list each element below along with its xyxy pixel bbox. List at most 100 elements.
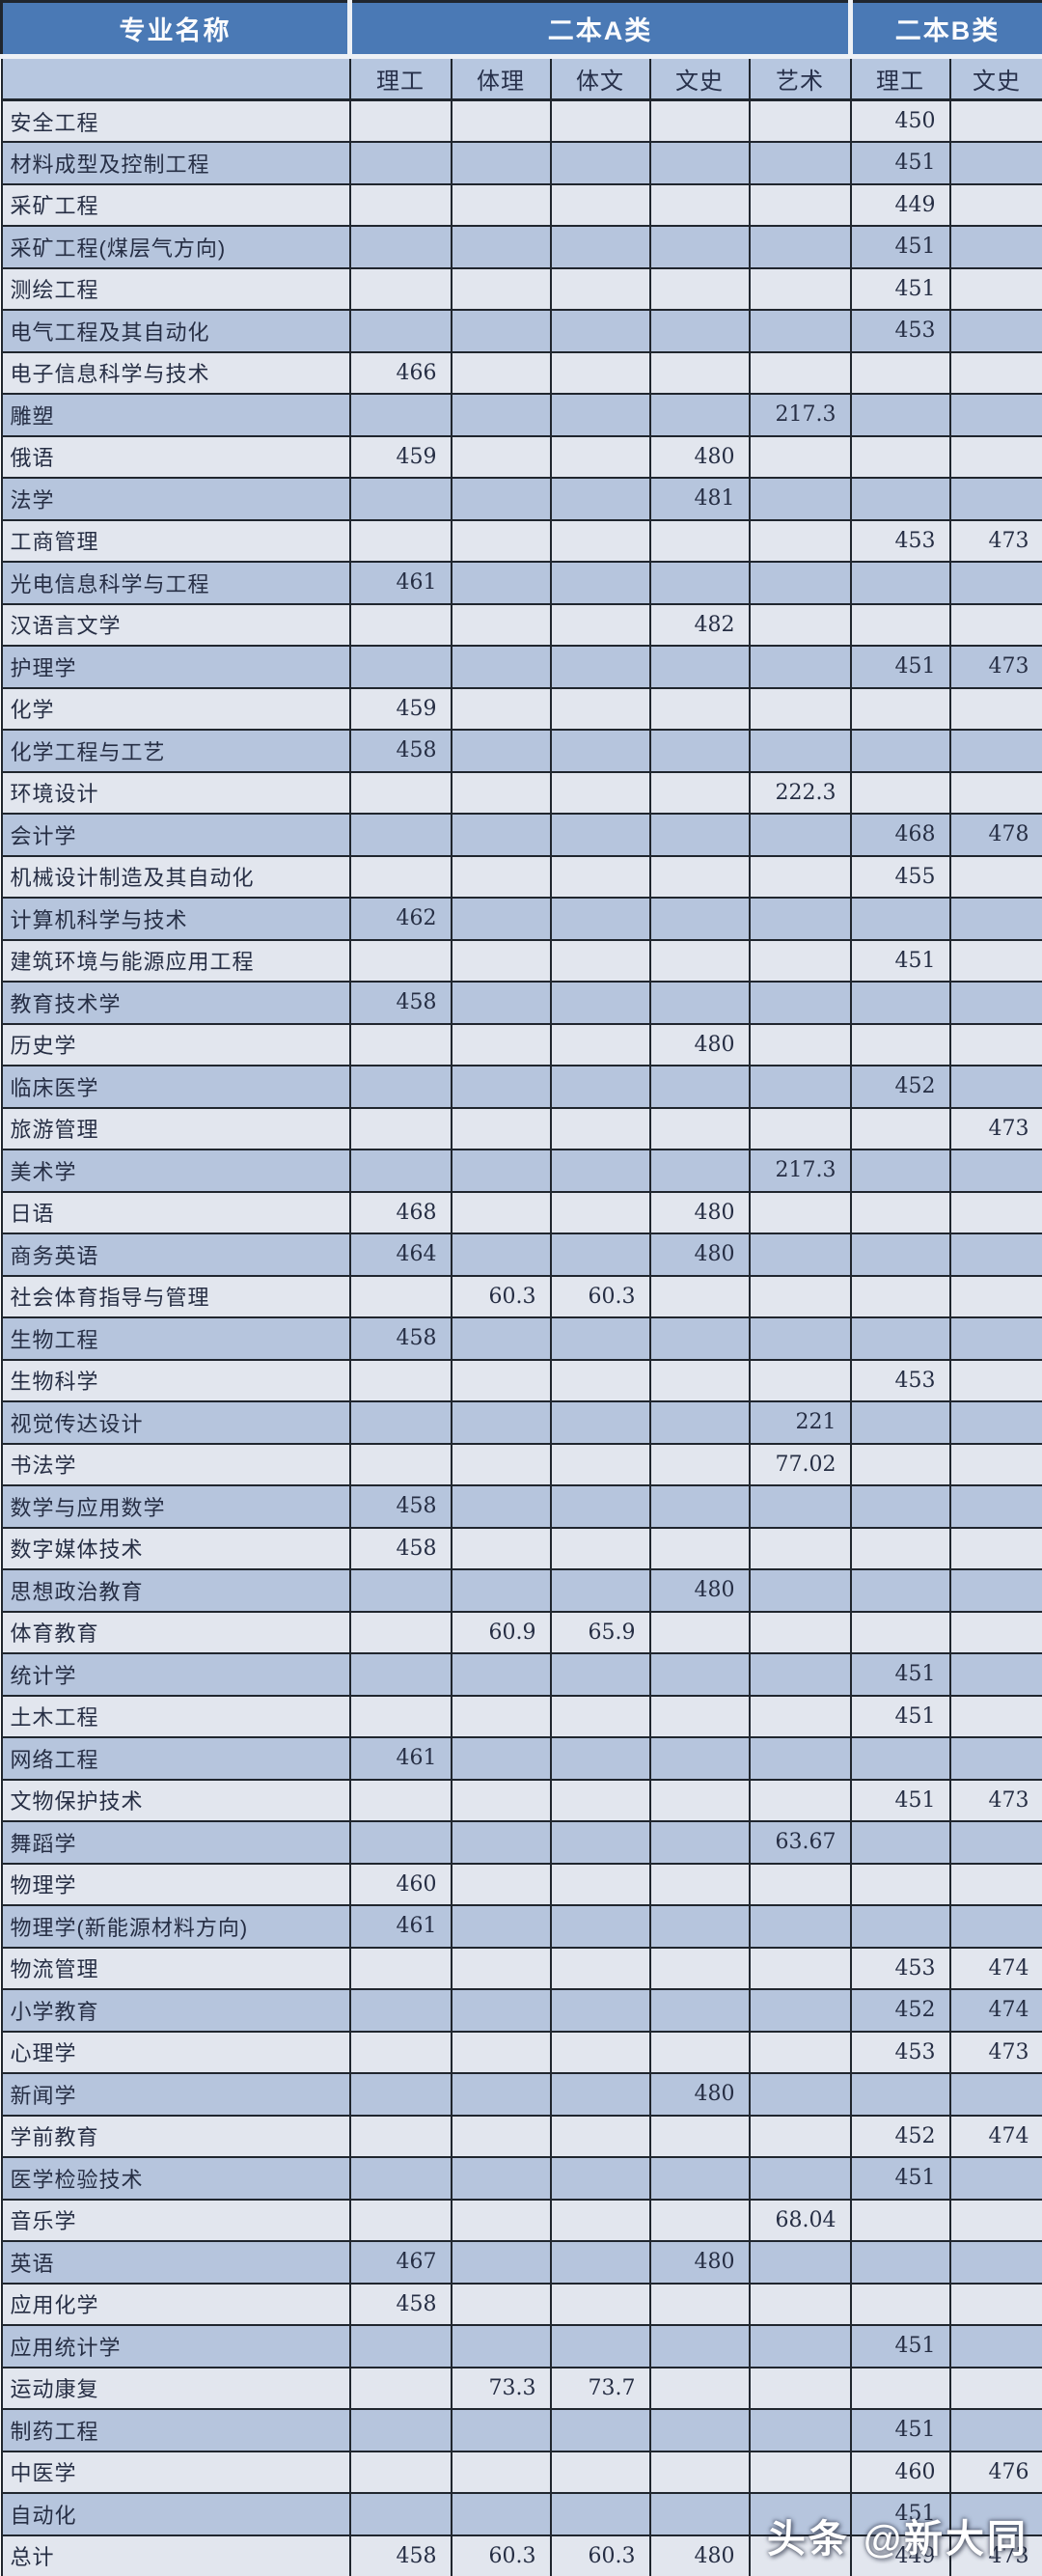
score-cell <box>549 1862 651 1906</box>
score-cell <box>549 2198 651 2242</box>
score-cell <box>748 2492 852 2536</box>
major-name-cell: 新闻学 <box>0 2072 351 2117</box>
major-name-cell: 雕塑 <box>0 393 351 437</box>
sub-header-a-tiwen: 体文 <box>549 55 651 101</box>
score-cell <box>450 1190 552 1234</box>
table-row: 生物工程 458 <box>0 1316 1042 1361</box>
score-cell <box>648 1106 751 1150</box>
score-cell <box>748 561 852 605</box>
group-header-row: 专业名称 二本A类 二本B类 <box>0 0 1042 59</box>
score-cell: 458 <box>348 981 452 1025</box>
score-cell <box>849 2366 951 2410</box>
table-row: 土木工程 451 <box>0 1694 1042 1738</box>
score-cell <box>948 1526 1042 1570</box>
score-cell <box>948 2072 1042 2117</box>
score-cell <box>948 1442 1042 1486</box>
major-name-cell: 美术学 <box>0 1149 351 1193</box>
major-name-cell: 自动化 <box>0 2492 351 2536</box>
score-cell <box>748 1988 852 2033</box>
table-row: 生物科学 453 <box>0 1358 1042 1402</box>
score-cell: 480 <box>648 1568 751 1613</box>
score-cell <box>450 981 552 1025</box>
table-row: 光电信息科学与工程 461 <box>0 561 1042 605</box>
major-name-cell: 总计 <box>0 2534 351 2576</box>
table-row: 物理学(新能源材料方向) 461 <box>0 1904 1042 1949</box>
score-cell <box>549 393 651 437</box>
score-cell <box>948 434 1042 479</box>
score-cell <box>450 309 552 353</box>
score-cell <box>648 2324 751 2368</box>
major-name-cell: 物流管理 <box>0 1946 351 1990</box>
score-cell <box>348 645 452 689</box>
score-cell <box>348 266 452 311</box>
score-cell <box>549 938 651 983</box>
score-cell <box>348 2366 452 2410</box>
score-cell <box>348 1149 452 1193</box>
score-cell <box>549 1358 651 1402</box>
score-cell <box>348 2198 452 2242</box>
score-cell: 452 <box>849 1065 951 1109</box>
score-cell: 473 <box>948 645 1042 689</box>
score-cell: 60.3 <box>549 1274 651 1318</box>
major-name-cell: 历史学 <box>0 1022 351 1066</box>
major-name-cell: 测绘工程 <box>0 266 351 311</box>
score-cell <box>348 518 452 563</box>
table-row: 商务英语 464 480 <box>0 1233 1042 1277</box>
score-cell <box>450 2072 552 2117</box>
score-cell: 459 <box>348 686 452 731</box>
score-cell <box>348 1694 452 1738</box>
score-cell <box>549 645 651 689</box>
score-cell: 461 <box>348 561 452 605</box>
major-name-cell: 中医学 <box>0 2450 351 2494</box>
score-cell <box>348 2072 452 2117</box>
score-cell <box>648 1065 751 1109</box>
score-cell <box>948 1400 1042 1445</box>
score-cell <box>450 1358 552 1402</box>
score-cell: 449 <box>849 2534 951 2576</box>
score-cell <box>748 1652 852 1697</box>
major-name-cell: 生物工程 <box>0 1316 351 1361</box>
score-cell <box>549 1484 651 1529</box>
table-row: 采矿工程(煤层气方向) 451 <box>0 225 1042 269</box>
score-cell <box>948 897 1042 941</box>
score-cell <box>348 182 452 227</box>
score-cell <box>948 1694 1042 1738</box>
score-cell: 449 <box>849 182 951 227</box>
table-row: 法学 481 <box>0 477 1042 521</box>
score-cell: 468 <box>849 813 951 857</box>
score-cell <box>450 2156 552 2201</box>
score-cell <box>348 1274 452 1318</box>
score-cell <box>348 602 452 647</box>
score-cell <box>348 309 452 353</box>
group-b-header: 二本B类 <box>850 0 1042 59</box>
score-cell <box>549 602 651 647</box>
score-cell <box>348 1652 452 1697</box>
score-cell <box>748 854 852 899</box>
score-cell <box>849 1862 951 1906</box>
score-cell <box>948 854 1042 899</box>
table-row: 电气工程及其自动化 453 <box>0 309 1042 353</box>
score-cell <box>348 1946 452 1990</box>
score-cell <box>948 1149 1042 1193</box>
score-cell <box>549 1022 651 1066</box>
score-cell <box>748 1022 852 1066</box>
score-cell: 453 <box>849 1358 951 1402</box>
score-cell <box>648 2450 751 2494</box>
score-cell <box>849 1233 951 1277</box>
score-cell: 77.02 <box>748 1442 852 1486</box>
score-cell <box>549 897 651 941</box>
table-row: 制药工程 451 <box>0 2408 1042 2452</box>
score-cell <box>348 938 452 983</box>
score-cell <box>450 2324 552 2368</box>
score-cell <box>849 1442 951 1486</box>
score-cell: 451 <box>849 266 951 311</box>
score-cell <box>549 561 651 605</box>
score-cell <box>849 729 951 773</box>
score-cell: 458 <box>348 1316 452 1361</box>
score-cell <box>450 2198 552 2242</box>
score-cell <box>450 1988 552 2033</box>
score-cell: 451 <box>849 1652 951 1697</box>
score-cell <box>450 1106 552 1150</box>
score-cell <box>348 2408 452 2452</box>
score-cell <box>948 2198 1042 2242</box>
